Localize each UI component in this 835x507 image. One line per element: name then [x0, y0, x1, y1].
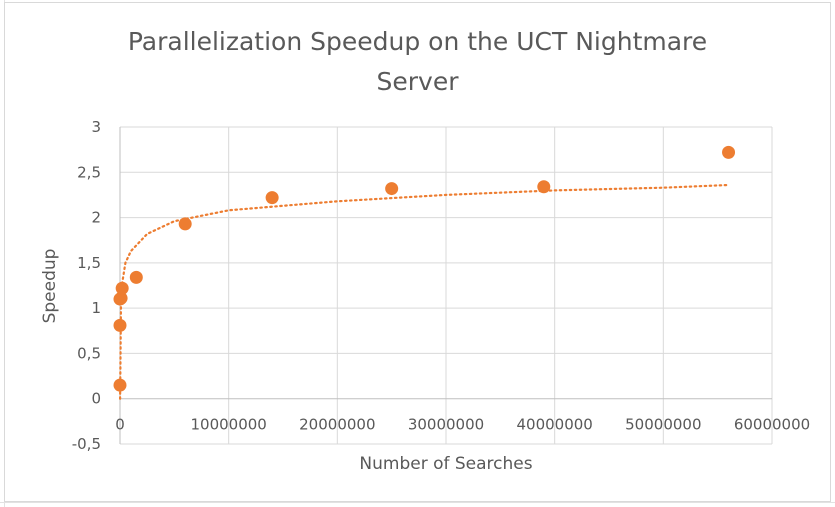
- chart-title-line-2: Server: [376, 67, 459, 96]
- gridlines: [120, 126, 773, 445]
- y-tick-label: 1,5: [77, 254, 101, 272]
- data-point: [178, 217, 192, 231]
- y-tick-label: 3: [91, 118, 101, 136]
- trendline: [119, 183, 730, 400]
- y-tick-label: 0,5: [77, 344, 101, 362]
- data-point: [722, 145, 736, 159]
- y-tick-label: 2: [91, 209, 101, 227]
- x-tick-label: 10000000: [190, 416, 266, 434]
- tick-labels: -0,5 0 0,5 1 1,5 2 2,5 3 0 10000000 20000000 300000…: [72, 118, 810, 453]
- data-point: [115, 281, 129, 295]
- x-tick-label: 50000000: [625, 416, 701, 434]
- data-points: [113, 145, 736, 392]
- data-point: [537, 180, 551, 194]
- x-tick-label: 30000000: [408, 416, 484, 434]
- data-point: [114, 291, 128, 305]
- x-tick-label: 0: [115, 416, 125, 434]
- chart-area[interactable]: [4, 2, 831, 502]
- x-tick-label: 20000000: [299, 416, 375, 434]
- worksheet-row-line: [0, 502, 835, 503]
- y-tick-label: 2,5: [77, 163, 101, 181]
- y-tick-label: -0,5: [72, 435, 101, 453]
- x-axis-title: Number of Searches: [359, 454, 532, 474]
- y-axis-title: Speedup: [40, 249, 60, 324]
- trendline-layer: [119, 183, 730, 400]
- chart-title-line-1: Parallelization Speedup on the UCT Night…: [127, 27, 708, 56]
- chart-title: Parallelization Speedup on the UCT Night…: [4, 22, 831, 102]
- y-tick-label: 1: [91, 299, 101, 317]
- data-point: [129, 270, 143, 284]
- data-point: [385, 182, 399, 196]
- data-point: [113, 378, 127, 392]
- x-tick-label: 40000000: [516, 416, 592, 434]
- data-point: [265, 191, 279, 205]
- y-tick-label: 0: [91, 390, 101, 408]
- data-point: [113, 318, 127, 332]
- x-tick-label: 60000000: [734, 416, 810, 434]
